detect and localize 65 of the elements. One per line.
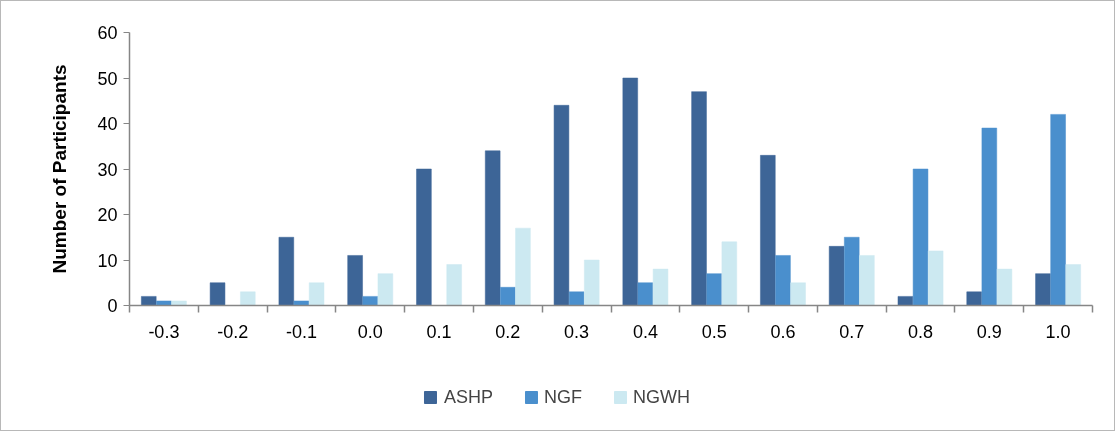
bar: [637, 282, 654, 306]
x-tick-label: 0.5: [701, 321, 727, 342]
x-tick-label: 0.3: [564, 321, 590, 342]
x-tick-label: -0.1: [285, 321, 317, 342]
y-tick-label: 50: [97, 68, 118, 89]
bar: [775, 255, 791, 306]
bar: [691, 91, 707, 306]
bar: [912, 168, 929, 306]
bar: [485, 150, 501, 306]
bar: [240, 291, 256, 306]
x-tick-label: 0.8: [908, 321, 934, 342]
legend-label: NGF: [544, 386, 582, 407]
y-tick-label: 20: [97, 205, 118, 225]
bar: [347, 255, 363, 306]
bar: [652, 268, 669, 306]
x-tick-label: 0.0: [357, 321, 383, 342]
y-tick-label: 0: [107, 296, 118, 316]
bar: [141, 296, 157, 306]
legend-label: ASHP: [443, 386, 493, 407]
bar: [362, 296, 378, 306]
x-tick-label: 1.0: [1045, 321, 1071, 342]
bar: [553, 105, 570, 306]
y-tick-label: 30: [97, 159, 118, 180]
bar: [706, 273, 722, 306]
bar: [1035, 273, 1051, 306]
y-tick-label: 40: [97, 114, 118, 134]
bar: [416, 168, 432, 306]
legend-label: NGWH: [633, 386, 690, 407]
bar: [897, 296, 914, 306]
bar: [209, 282, 226, 306]
y-tick-label: 10: [97, 250, 118, 271]
bar: [568, 291, 585, 306]
bar: [500, 287, 516, 306]
bar: [293, 300, 310, 306]
bar: [584, 259, 600, 306]
bar: [981, 127, 997, 306]
bar: [1065, 264, 1081, 306]
x-tick-label: 0.6: [770, 321, 796, 342]
bar: [171, 300, 187, 306]
bar: [928, 250, 944, 306]
bar: [996, 268, 1013, 306]
bar: [278, 237, 294, 306]
bar: [446, 264, 462, 306]
y-axis-title: Number of Participants: [49, 64, 71, 274]
bar: [859, 255, 875, 306]
x-tick-label: -0.2: [217, 321, 249, 342]
bar: [308, 282, 325, 306]
y-tick-label: 60: [97, 23, 118, 43]
bar: [1050, 114, 1066, 306]
bar: [828, 246, 845, 306]
x-tick-label: -0.3: [148, 321, 180, 342]
bar: [966, 291, 982, 306]
x-tick-label: 0.4: [632, 321, 658, 342]
x-tick-label: 0.9: [976, 321, 1002, 342]
bar: [790, 282, 806, 306]
bar: [760, 155, 776, 306]
bar: [844, 237, 860, 306]
x-tick-label: 0.7: [839, 321, 865, 342]
x-tick-label: 0.2: [495, 321, 521, 342]
bar: [377, 273, 394, 306]
bar: [156, 300, 172, 306]
bar: [721, 241, 737, 306]
bar: [622, 77, 638, 306]
bar: [515, 227, 531, 306]
x-tick-label: 0.1: [426, 321, 452, 342]
